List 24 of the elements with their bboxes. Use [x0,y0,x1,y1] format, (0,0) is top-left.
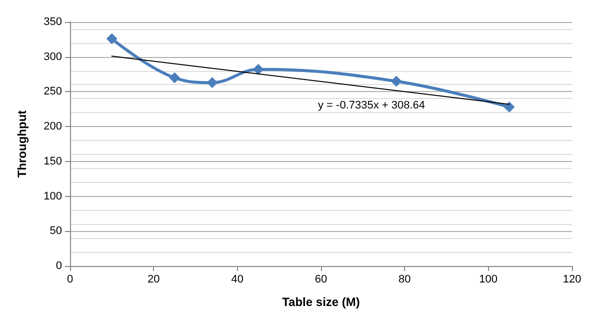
point [504,102,515,113]
x-tick-label: 100 [479,274,498,286]
y-tick-label: 150 [44,155,62,168]
point [106,33,118,44]
y-tick-label: 200 [44,120,62,133]
point [206,77,218,88]
point [252,64,264,75]
y-tick-label: 100 [44,190,62,202]
x-tick-label: 20 [148,274,160,286]
x-tick-label: 60 [314,274,328,286]
x-tick-label: 0 [66,274,74,286]
x-tick-label: 40 [231,274,244,286]
y-tick-label: 50 [50,225,62,238]
point [169,72,180,84]
y-tick-label: 300 [44,50,62,63]
y-tick-label: 0 [56,260,62,272]
point [390,76,402,87]
y-tick-label: 250 [44,86,62,98]
x-tick-label: 120 [562,274,582,286]
y-tick-label: 350 [44,16,62,28]
y-axis-title: Throughput [15,110,29,178]
annotation: y = -0.7335x + 308.64 [318,100,426,112]
x-axis-title: Table size (M) [282,295,360,309]
x-tick-label: 80 [398,274,411,286]
